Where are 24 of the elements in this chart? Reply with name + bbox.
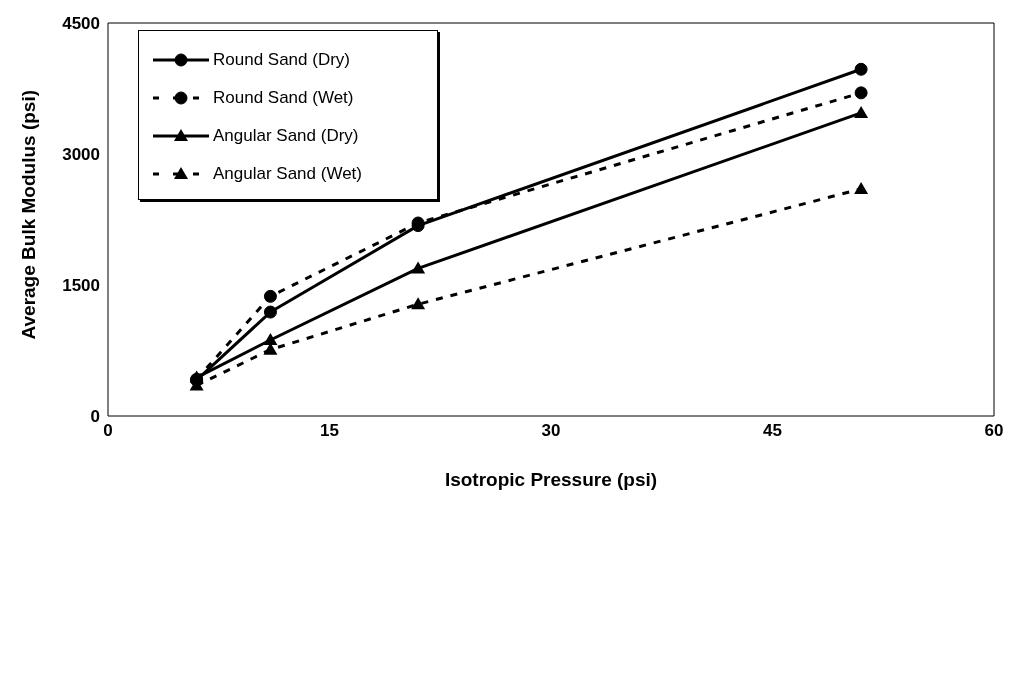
point [854,86,868,100]
x-tick-label: 60 [984,421,1004,441]
y-axis-title: Average Bulk Modulus (psi) [17,90,39,340]
point [854,105,869,118]
legend-label: Round Sand (Dry) [213,50,351,70]
point [263,333,278,346]
y-tick-label: 4500 [62,14,100,34]
x-tick-label: 15 [320,421,339,441]
point [854,62,868,76]
x-axis-title: Isotropic Pressure (psi) [444,469,658,490]
x-tick-label: 30 [541,421,561,441]
legend-label: Angular Sand (Dry) [213,126,359,146]
point [411,297,426,310]
y-tick-label: 1500 [62,276,100,296]
x-tick-label: 0 [103,421,113,441]
point [411,261,426,274]
point [854,181,869,194]
point [263,305,277,319]
legend-label: Round Sand (Wet) [213,88,354,108]
y-tick-label: 0 [90,407,100,427]
y-tick-label: 3000 [62,145,100,165]
point [263,289,277,303]
x-tick-label: 45 [763,421,782,441]
legend-label: Angular Sand (Wet) [213,164,362,184]
